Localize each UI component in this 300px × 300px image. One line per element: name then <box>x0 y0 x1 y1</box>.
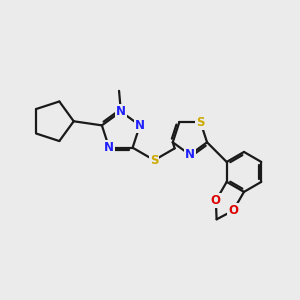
Text: N: N <box>135 119 145 132</box>
Text: O: O <box>211 194 221 207</box>
Text: N: N <box>185 148 195 161</box>
Text: S: S <box>196 116 205 129</box>
Text: N: N <box>104 141 114 154</box>
Text: S: S <box>150 154 158 167</box>
Text: O: O <box>228 204 238 217</box>
Text: N: N <box>116 105 126 118</box>
